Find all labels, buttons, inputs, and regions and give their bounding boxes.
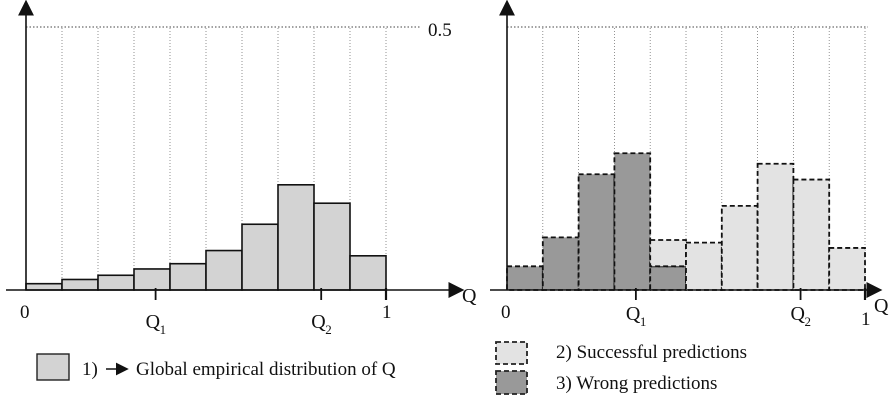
right-bar-successful-predictions [720,204,759,291]
legend-swatch-successful [495,341,528,365]
chart-left-histogram: 0 Q 1 Q 21 0.5 Q [6,0,477,337]
left-tick-label: Q [311,311,326,333]
right-bar-successful-predictions [756,162,795,291]
legend-swatch-wrong [495,370,528,395]
right-tick-label: Q [626,303,641,325]
right-bar-wrong-predictions [506,265,544,291]
right-bar-successful-predictions [685,241,723,291]
left-bar-global-empirical-distribution-of-q [61,278,99,291]
left-tick-label-sub: 2 [325,322,332,337]
right-bar-wrong-predictions [649,265,687,291]
legend-label-prefix: 1) [82,359,98,380]
right-bar-wrong-predictions [541,236,580,291]
legend-swatch-global [36,353,70,381]
left-bar-global-empirical-distribution-of-q [205,249,243,291]
legend-label-successful: 2) Successful predictions [556,342,747,363]
left-bar-global-empirical-distribution-of-q [241,223,279,291]
legend-right: 2) Successful predictions 3) Wrong predi… [495,341,747,395]
left-tick-label: Q [146,311,161,333]
left-bar-global-empirical-distribution-of-q [97,274,135,291]
right-tick-label-sub: 1 [640,314,647,329]
right-tick-label: Q [791,303,806,325]
right-x-axis-label: Q [874,295,889,317]
left-ticks: 0 Q 1 Q 21 [20,288,392,337]
left-tick-label-sub: 1 [160,322,167,337]
legend-left: 1) Global empirical distribution of Q [36,353,396,381]
left-bar-global-empirical-distribution-of-q [25,282,63,291]
legend-label-wrong: 3) Wrong predictions [556,373,717,394]
left-grid [26,26,420,290]
left-bar-global-empirical-distribution-of-q [313,202,351,291]
right-bar-successful-predictions [792,178,831,291]
right-tick-label: 0 [501,302,511,323]
right-bar-successful-predictions [649,239,687,268]
left-tick-label: 0 [20,302,30,323]
left-bar-global-empirical-distribution-of-q [349,255,387,291]
right-grid [507,26,868,290]
right-bars [506,152,866,291]
right-tick-label: 1 [861,309,871,330]
right-bar-wrong-predictions [613,152,652,291]
left-bars [25,184,387,291]
left-bar-global-empirical-distribution-of-q [133,268,171,291]
left-x-axis-label: Q [462,285,477,307]
right-bar-successful-predictions [828,247,866,291]
left-bar-global-empirical-distribution-of-q [277,184,315,291]
left-bar-global-empirical-distribution-of-q [169,262,207,291]
left-tick-label: 1 [382,302,392,323]
right-tick-label-sub: 2 [805,314,812,329]
left-y-tick-label: 0.5 [428,20,452,41]
legend-label-global: Global empirical distribution of Q [136,359,396,380]
right-bar-wrong-predictions [577,173,616,291]
